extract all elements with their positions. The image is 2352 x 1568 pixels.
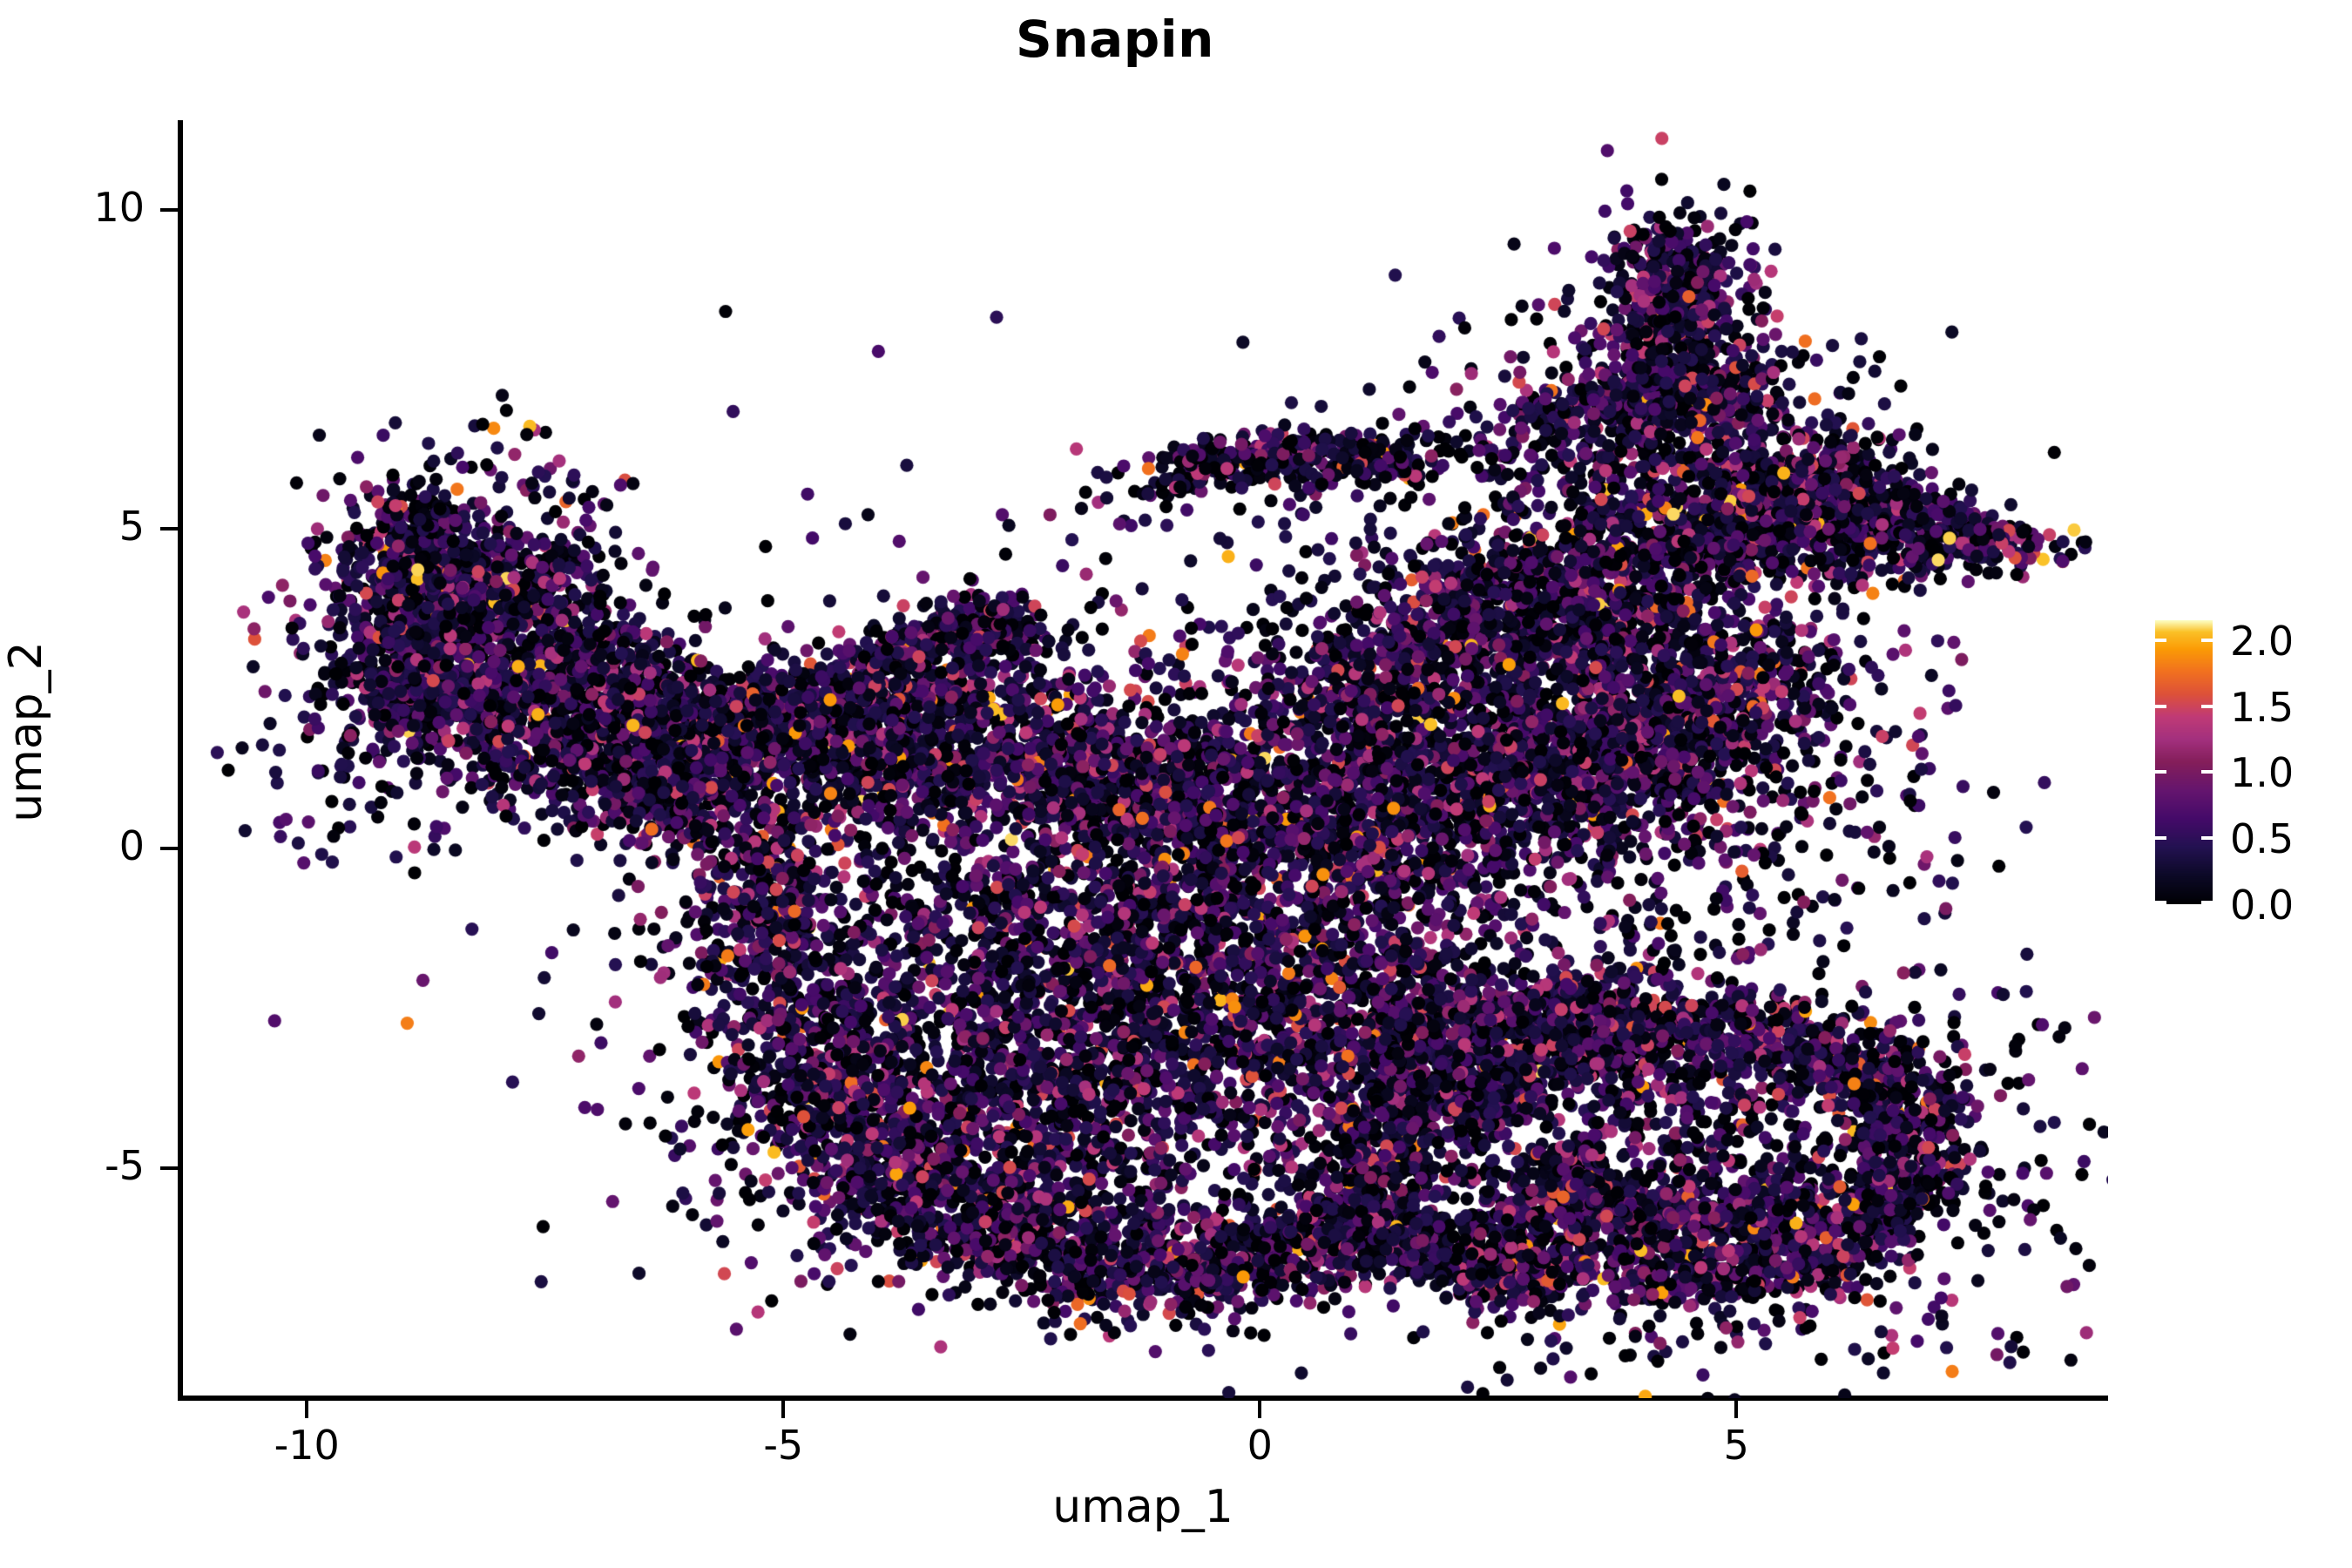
- x-tick-label: 0: [1247, 1422, 1273, 1469]
- page-title: Snapin: [1016, 10, 1214, 69]
- x-tick-mark: [1734, 1401, 1739, 1418]
- x-tick-label: -5: [763, 1422, 804, 1469]
- x-axis-spine: [178, 1396, 2108, 1401]
- y-tick-label: 5: [118, 503, 145, 551]
- y-axis-spine: [178, 120, 183, 1401]
- colorbar-tick-label: 0.0: [2230, 882, 2295, 929]
- x-axis-label: umap_1: [1052, 1481, 1233, 1533]
- colorbar-tick-label: 2.0: [2230, 617, 2295, 665]
- colorbar-tick-label: 1.0: [2230, 749, 2295, 797]
- plot-area: [183, 120, 2108, 1398]
- y-tick-mark: [160, 207, 178, 212]
- x-tick-mark: [781, 1401, 786, 1418]
- x-tick-mark: [1258, 1401, 1262, 1418]
- y-axis-label: umap_2: [0, 641, 52, 822]
- y-tick-label: 0: [118, 822, 145, 870]
- y-tick-mark: [160, 527, 178, 531]
- x-tick-mark: [305, 1401, 309, 1418]
- x-tick-label: -10: [274, 1422, 340, 1469]
- scatter-points-layer: [183, 120, 2108, 1398]
- x-tick-label: 5: [1723, 1422, 1749, 1469]
- y-tick-label: -5: [105, 1141, 145, 1189]
- colorbar-gradient: [2155, 620, 2213, 904]
- y-tick-mark: [160, 1166, 178, 1170]
- colorbar-tick-label: 0.5: [2230, 815, 2295, 863]
- y-tick-mark: [160, 847, 178, 851]
- colorbar-tick-label: 1.5: [2230, 683, 2295, 731]
- colorbar: 0.0 0.5 1.0 1.5 2.0: [2155, 617, 2352, 925]
- y-tick-label: 10: [93, 183, 145, 231]
